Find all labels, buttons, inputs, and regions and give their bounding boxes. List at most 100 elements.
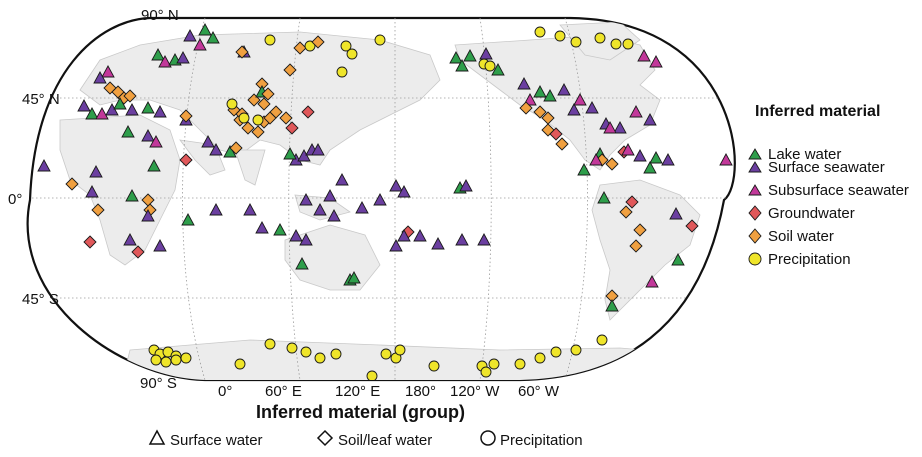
surface-seawater-marker <box>201 135 215 148</box>
surface-seawater-marker <box>389 239 403 252</box>
surface-seawater-marker <box>327 209 341 222</box>
soil-water-marker <box>293 41 307 55</box>
soil-water-marker <box>261 87 275 101</box>
surface-seawater-marker <box>661 153 675 166</box>
surface-seawater-marker <box>459 179 473 192</box>
soil-water-marker <box>123 89 137 103</box>
surface-seawater-marker <box>153 105 167 118</box>
lon-label-0: 0° <box>218 383 232 400</box>
groundwater-marker <box>625 195 639 209</box>
surface-seawater-marker <box>209 203 223 216</box>
precipitation-marker <box>394 344 406 356</box>
precipitation-marker <box>488 358 500 370</box>
precipitation-marker <box>336 66 348 78</box>
surface-seawater-marker <box>37 159 51 172</box>
subsurface-seawater-marker <box>193 38 207 51</box>
soil-water-marker <box>519 101 533 115</box>
lake-water-marker <box>147 159 161 172</box>
precipitation-marker <box>596 334 608 346</box>
legend-label-lake-water: Lake water <box>768 146 841 163</box>
legend-title: Inferred material <box>755 103 880 120</box>
soil-water-marker <box>629 239 643 253</box>
lake-water-marker <box>347 271 361 284</box>
lake-water-marker <box>597 191 611 204</box>
surface-seawater-marker <box>567 103 581 116</box>
groundwater-marker <box>179 153 193 167</box>
soil-water-marker <box>229 141 243 155</box>
lon-label-120w: 120° W <box>450 383 500 400</box>
precipitation-marker <box>570 36 582 48</box>
precipitation-marker <box>484 60 496 72</box>
surface-seawater-marker <box>255 221 269 234</box>
groundwater-marker <box>685 219 699 233</box>
lake-water-marker <box>577 163 591 176</box>
surface-seawater-marker <box>355 201 369 214</box>
legend-label-subsurface-seawater: Subsurface seawater <box>768 182 909 199</box>
surface-seawater-marker <box>93 71 107 84</box>
lat-label-90n: 90° N <box>141 7 179 24</box>
lon-label-180: 180° <box>405 383 436 400</box>
surface-seawater-marker <box>243 203 257 216</box>
precipitation-marker <box>304 40 316 52</box>
legend-icon-surface-seawater <box>748 161 762 173</box>
surface-seawater-marker <box>413 229 427 242</box>
surface-seawater-marker <box>431 237 445 250</box>
soil-water-marker <box>179 109 193 123</box>
precipitation-marker <box>480 366 492 378</box>
surface-seawater-marker <box>613 121 627 134</box>
lon-label-60e: 60° E <box>265 383 302 400</box>
surface-seawater-marker <box>299 193 313 206</box>
precipitation-marker <box>252 114 264 126</box>
surface-seawater-marker <box>299 233 313 246</box>
surface-seawater-marker <box>89 165 103 178</box>
lake-water-marker <box>85 107 99 120</box>
surface-seawater-marker <box>557 83 571 96</box>
surface-seawater-marker <box>105 103 119 116</box>
lake-water-marker <box>283 147 297 160</box>
lake-water-marker <box>181 213 195 226</box>
surface-seawater-marker <box>335 173 349 186</box>
soil-water-marker <box>257 97 271 111</box>
lake-water-marker <box>605 299 619 312</box>
soil-water-marker <box>251 125 265 139</box>
legend-icon-precipitation <box>748 252 762 266</box>
soil-water-marker <box>619 205 633 219</box>
legend-icon-groundwater <box>748 205 762 221</box>
lake-water-marker <box>141 101 155 114</box>
precipitation-marker <box>366 370 378 380</box>
surface-seawater-marker <box>397 229 411 242</box>
precipitation-marker <box>234 358 246 370</box>
lake-water-marker <box>455 59 469 72</box>
sample-markers <box>37 23 733 380</box>
precipitation-marker <box>226 98 238 110</box>
lake-water-marker <box>671 253 685 266</box>
lat-label-45n: 45° N <box>22 91 60 108</box>
lake-water-marker <box>151 48 165 61</box>
surface-seawater-marker <box>455 233 469 246</box>
lat-label-45s: 45° S <box>22 291 59 308</box>
legend-label-surface-seawater: Surface seawater <box>768 159 885 176</box>
soil-water-marker <box>311 35 325 49</box>
precipitation-marker <box>594 32 606 44</box>
precipitation-marker <box>150 354 162 366</box>
soil-water-marker <box>65 177 79 191</box>
groundwater-marker <box>301 105 315 119</box>
group-legend: Inferred material (group) Surface water … <box>148 402 583 449</box>
precipitation-marker <box>428 360 440 372</box>
group-label-surface-water: Surface water <box>170 432 263 449</box>
precipitation-marker <box>570 344 582 356</box>
precipitation-marker <box>330 348 342 360</box>
lon-label-120e: 120° E <box>335 383 380 400</box>
subsurface-seawater-marker <box>637 49 651 62</box>
subsurface-seawater-marker <box>629 105 643 118</box>
subsurface-seawater-marker <box>621 143 635 156</box>
soil-water-marker <box>555 137 569 151</box>
legend-icon-soil-water <box>748 228 762 244</box>
subsurface-seawater-marker <box>573 93 587 106</box>
subsurface-seawater-marker <box>158 55 172 68</box>
group-legend-title: Inferred material (group) <box>256 402 465 422</box>
precipitation-marker <box>340 40 352 52</box>
surface-seawater-marker <box>153 239 167 252</box>
soil-water-marker <box>283 63 297 77</box>
